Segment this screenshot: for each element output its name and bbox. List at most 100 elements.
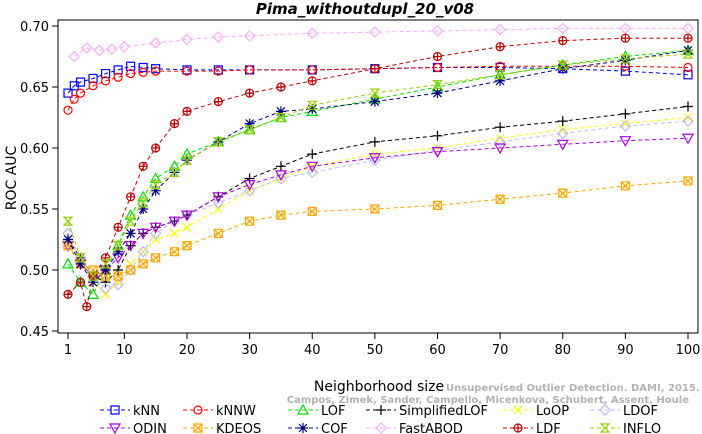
series-line-kdeos <box>67 180 689 277</box>
data-point-fastabod <box>105 43 118 56</box>
data-point-knnw <box>213 66 223 76</box>
watermark-line-1: Unsupervised Outlier Detection. DAMI, 20… <box>446 383 700 394</box>
x-tick-label: 50 <box>367 343 384 358</box>
data-point-knn <box>683 70 693 80</box>
legend-item-kdeos: KDEOS <box>183 422 261 434</box>
data-point-lof <box>87 288 100 299</box>
data-point-simplifiedlof <box>113 265 124 275</box>
series-line-fastabod <box>74 27 688 57</box>
x-tick-label: 80 <box>554 343 571 358</box>
data-point-loop <box>182 222 192 232</box>
legend-marker-loop <box>513 405 523 415</box>
data-point-ldf <box>82 302 92 312</box>
data-point-ldof <box>112 278 124 291</box>
data-point-cof <box>88 277 99 288</box>
data-point-lof <box>61 257 75 269</box>
data-point-knn <box>63 88 73 98</box>
data-point-inflo <box>87 271 99 281</box>
legend-item-cof: COF <box>288 422 348 434</box>
x-axis-title: Neighborhood size <box>314 379 444 395</box>
data-point-ldf <box>276 82 286 92</box>
legend-item-ldof: LDOF <box>590 404 658 419</box>
data-point-cof <box>495 75 506 86</box>
data-point-odin <box>149 222 162 234</box>
data-point-odin <box>619 136 632 147</box>
data-point-inflo <box>369 88 381 98</box>
axis-layer: 1 10 20 30 40 50 60 70 80 90 100 0.45 0.50 0.55 0.60 0.… <box>20 20 700 358</box>
data-point-knnw <box>113 72 123 82</box>
y-axis-title: ROC AUC <box>4 145 20 210</box>
data-point-inflo <box>306 100 318 110</box>
data-point-odin <box>137 228 150 240</box>
plot-frame <box>57 19 699 334</box>
data-point-odin <box>212 192 225 204</box>
legend-label-odin: ODIN <box>133 422 167 434</box>
data-point-lof <box>149 172 162 184</box>
data-point-fastabod <box>80 42 93 54</box>
series-line-cof <box>67 49 689 283</box>
data-point-kdeos <box>126 265 136 275</box>
series-inflo <box>62 49 694 281</box>
data-point-inflo <box>212 137 224 147</box>
data-point-ldf <box>75 277 86 287</box>
data-point-kdeos <box>169 247 180 257</box>
data-point-kdeos <box>213 228 223 238</box>
legend-item-loop: LoOP <box>503 404 569 419</box>
x-tick-label: 20 <box>179 343 196 358</box>
data-point-kdeos <box>683 176 693 186</box>
legend-label-inflo: INFLO <box>623 422 661 434</box>
data-point-inflo <box>275 112 287 123</box>
legend-marker-ldf <box>513 423 523 433</box>
data-point-loop <box>213 204 223 214</box>
data-point-lof <box>137 190 150 202</box>
data-point-kdeos <box>495 194 505 204</box>
data-point-kdeos <box>245 216 255 226</box>
x-tick-label: 40 <box>304 343 321 358</box>
data-point-inflo <box>181 155 193 165</box>
data-point-simplifiedlof <box>683 101 693 112</box>
legend-marker-lof <box>296 403 310 415</box>
data-point-fastabod <box>212 31 225 43</box>
data-point-ldf <box>432 51 443 62</box>
data-point-inflo <box>169 167 180 177</box>
data-point-odin <box>681 133 695 145</box>
legend-label-knnw: kNNW <box>216 404 256 419</box>
watermark-line-2: Campos, Zimek, Sander, Campello, Micenko… <box>287 395 689 406</box>
data-point-knnw <box>182 66 192 76</box>
data-point-fastabod <box>556 22 569 35</box>
data-point-fastabod <box>494 23 506 36</box>
data-point-knnw <box>432 62 443 73</box>
data-point-kdeos <box>432 200 443 210</box>
data-point-ldf <box>138 161 148 171</box>
data-point-inflo <box>682 49 694 59</box>
legend-marker-odin <box>108 423 122 434</box>
data-point-ldf <box>151 143 161 153</box>
data-point-simplifiedlof <box>432 130 443 141</box>
data-point-ldof <box>137 245 150 258</box>
legend-label-fastabod: FastABOD <box>399 422 463 434</box>
data-point-kdeos <box>138 259 148 269</box>
data-point-ldof <box>619 120 632 132</box>
data-point-ldf <box>213 97 223 107</box>
data-point-kdeos <box>558 188 568 198</box>
data-point-knnw <box>126 68 136 79</box>
data-point-ldof <box>494 136 506 148</box>
data-point-cof <box>138 204 149 214</box>
data-point-knnw <box>245 65 255 75</box>
series-line-knnw <box>67 65 689 111</box>
data-point-ldof <box>275 172 287 185</box>
data-point-ldf <box>683 33 693 43</box>
data-point-cof <box>244 118 255 129</box>
data-point-ldof <box>243 184 256 197</box>
data-point-knnw <box>63 105 73 115</box>
data-point-kdeos <box>307 206 317 217</box>
series-knnw <box>63 61 693 115</box>
data-point-cof <box>113 246 124 257</box>
data-point-cof <box>150 185 161 196</box>
data-point-inflo <box>150 180 162 190</box>
data-point-loop <box>151 235 161 244</box>
data-point-knnw <box>151 66 161 76</box>
data-point-simplifiedlof <box>369 136 380 147</box>
data-point-ldof <box>369 154 381 167</box>
